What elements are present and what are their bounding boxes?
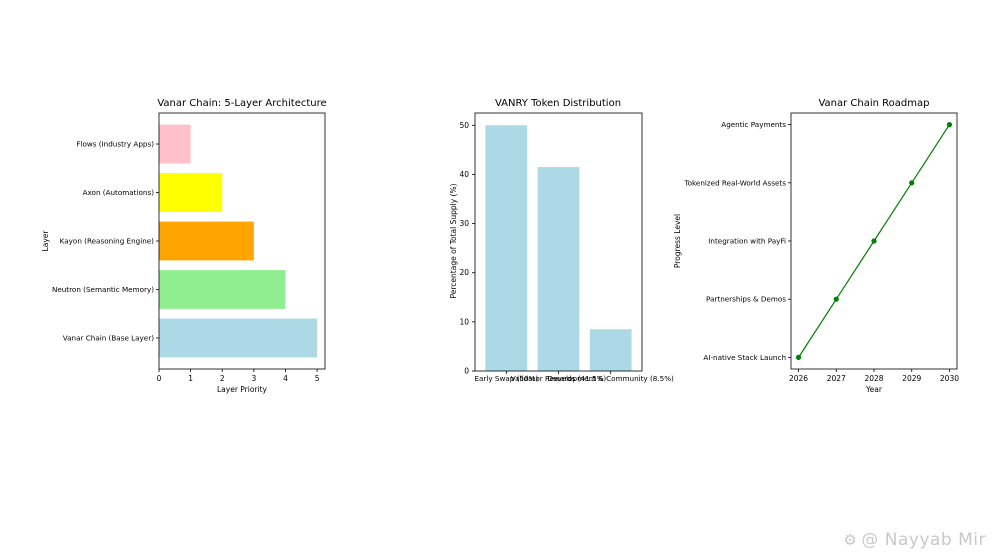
chart-2-y-tick-label: 30	[459, 219, 469, 228]
chart-1-x-axis-label: Layer Priority	[217, 385, 268, 394]
chart-3-x-tick-label: 2030	[940, 374, 959, 383]
chart-3-title: Vanar Chain Roadmap	[818, 98, 929, 109]
chart-2-y-tick-label: 10	[459, 317, 469, 326]
chart-3-x-axis-label: Year	[865, 385, 883, 394]
chart-3-y-tick-label: AI-native Stack Launch	[703, 353, 786, 362]
chart-2-y-tick-label: 40	[459, 170, 469, 179]
chart-1-x-tick-label: 5	[315, 374, 320, 383]
chart-3-y-tick-label: Partnerships & Demos	[706, 295, 786, 304]
chart-2-y-tick-label: 0	[464, 367, 469, 376]
chart-3-point	[833, 296, 839, 302]
chart-2-x-tick-label: Development & Community (8.5%)	[548, 374, 675, 383]
chart-1-bar	[159, 124, 191, 164]
chart-3-point	[946, 122, 953, 128]
chart-1-bar	[159, 173, 223, 212]
chart-2-y-axis-label: Percentage of Total Supply (%)	[449, 183, 458, 298]
user-icon: ⚙	[843, 531, 858, 549]
chart-1-y-tick-label: Vanar Chain (Base Layer)	[63, 333, 154, 342]
chart-2-title: VANRY Token Distribution	[495, 98, 621, 109]
chart-2-y-tick-label: 20	[459, 268, 469, 277]
chart-1-bar	[159, 270, 286, 309]
chart-1-y-tick-label: Kayon (Reasoning Engine)	[60, 237, 155, 246]
chart-token-distribution: VANRY Token Distribution Percentage of T…	[449, 98, 674, 383]
chart-1-x-tick-label: 4	[283, 374, 288, 383]
chart-1-bar	[159, 221, 254, 261]
chart-3-y-tick-label: Tokenized Real-World Assets	[683, 178, 786, 187]
chart-layer-architecture: Vanar Chain: 5-Layer Architecture Layer …	[41, 98, 327, 394]
chart-3-x-tick-label: 2026	[789, 374, 808, 383]
chart-1-y-tick-label: Flows (Industry Apps)	[76, 140, 154, 149]
chart-1-bar	[159, 318, 318, 358]
chart-2-x-tick-label: Early Swap (50%)	[474, 374, 538, 383]
chart-1-title: Vanar Chain: 5-Layer Architecture	[157, 98, 326, 109]
chart-1-y-tick-label: Axon (Automations)	[83, 188, 155, 197]
chart-roadmap: Vanar Chain Roadmap Year Progress Level …	[673, 98, 959, 394]
chart-3-point	[909, 180, 915, 186]
chart-3-y-tick-label: Integration with PayFi	[708, 237, 786, 246]
chart-1-y-axis-label: Layer	[41, 230, 50, 252]
chart-3-y-tick-label: Agentic Payments	[721, 120, 786, 129]
chart-1-plot-frame	[158, 112, 326, 370]
chart-1-x-tick-label: 0	[157, 374, 162, 383]
chart-2-plot-frame	[474, 112, 643, 372]
chart-2-bar	[537, 167, 580, 371]
chart-1-x-tick-label: 3	[251, 374, 256, 383]
watermark-text: @ Nayyab Mir	[861, 530, 986, 550]
chart-3-plot-frame	[790, 112, 958, 370]
chart-3-x-tick-label: 2029	[902, 374, 921, 383]
chart-1-x-tick-label: 2	[220, 374, 225, 383]
chart-3-x-tick-label: 2028	[864, 374, 883, 383]
chart-2-bar	[589, 329, 632, 371]
chart-1-x-tick-label: 1	[188, 374, 193, 383]
chart-1-y-tick-label: Neutron (Semantic Memory)	[52, 285, 154, 294]
chart-2-x-tick-label: Validator Rewards (41.5%)	[511, 374, 607, 383]
chart-3-y-axis-label: Progress Level	[673, 214, 682, 268]
chart-2-bar	[485, 125, 528, 372]
watermark: ⚙ @ Nayyab Mir	[843, 530, 986, 550]
chart-2-y-tick-label: 50	[459, 121, 469, 130]
chart-3-point	[795, 354, 802, 360]
chart-3-point	[871, 238, 877, 244]
chart-3-x-tick-label: 2027	[827, 374, 846, 383]
